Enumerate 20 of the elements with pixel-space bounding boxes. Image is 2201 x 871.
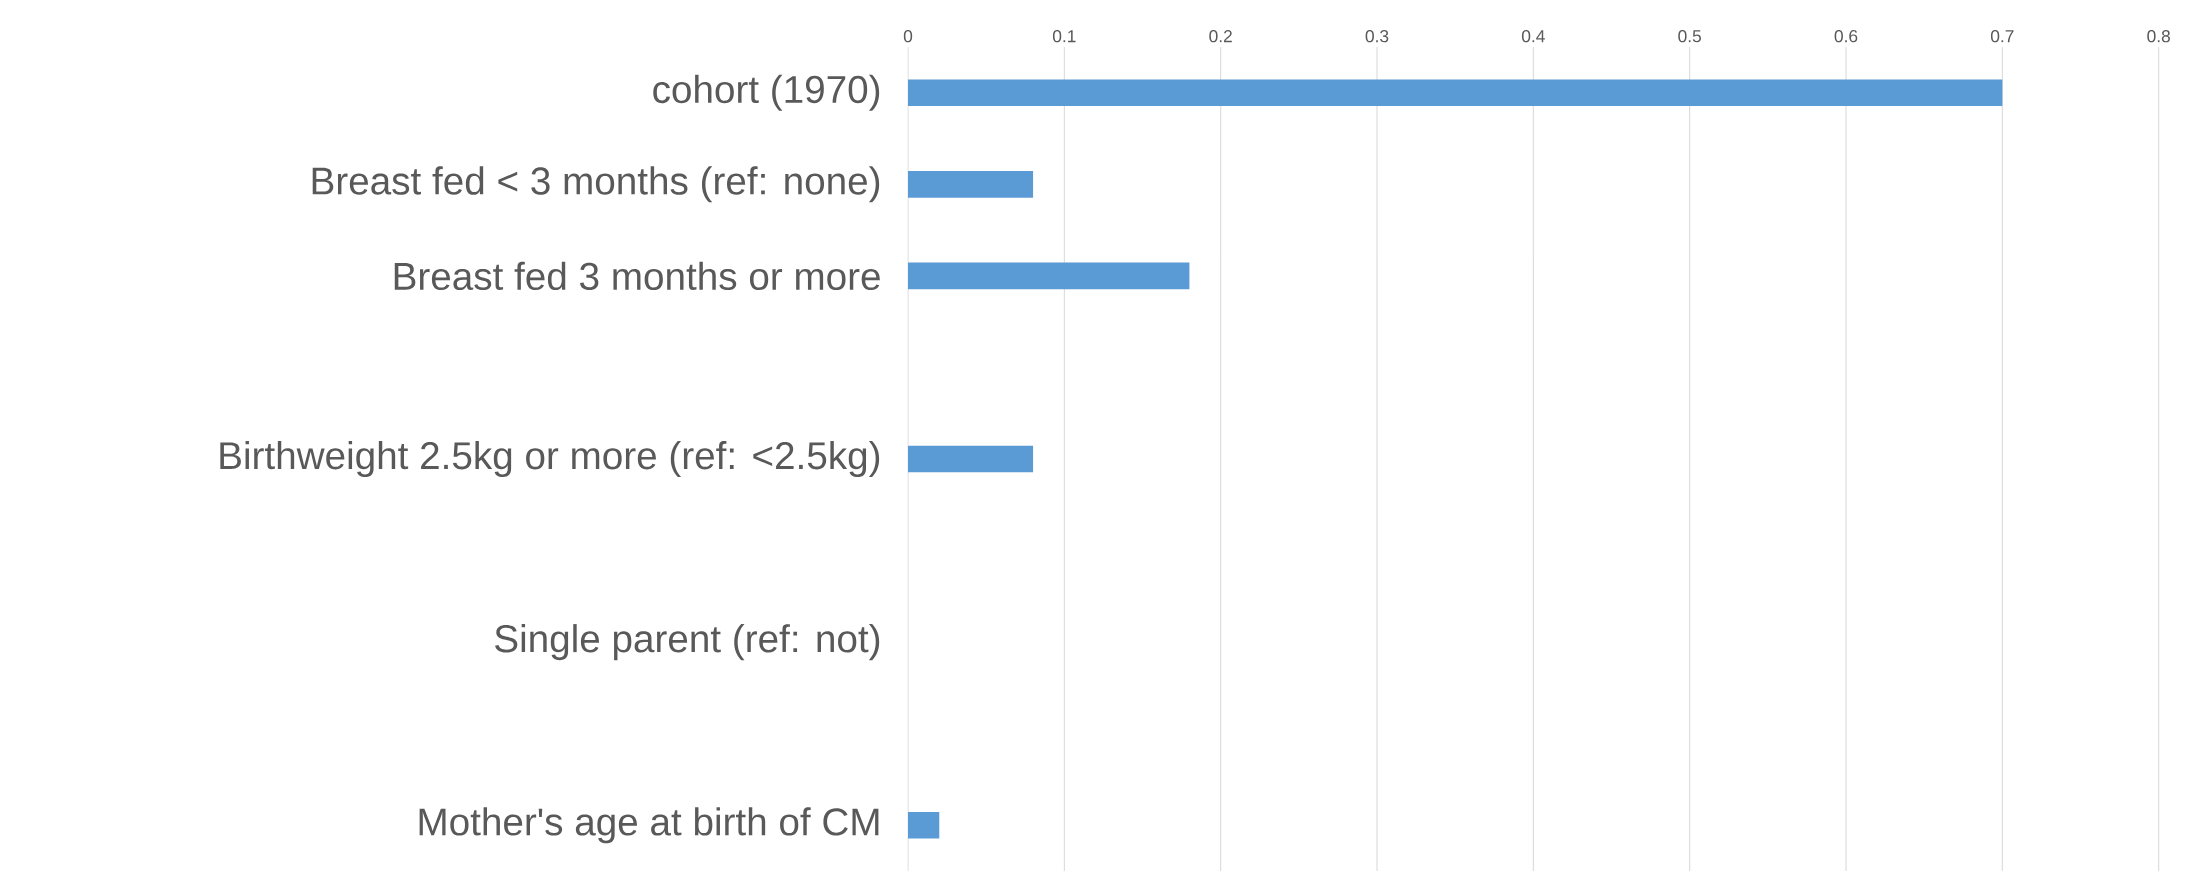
x-tick-label: 0.4 xyxy=(1521,30,1545,43)
bar xyxy=(908,262,1190,290)
y-tick-label: Breast fed < 3 months (ref: none) xyxy=(312,166,880,203)
x-tick-label: 0.5 xyxy=(1678,30,1701,43)
x-tick-label: 0.2 xyxy=(1209,30,1232,43)
bar xyxy=(908,811,940,839)
x-tick-label: 0 xyxy=(903,30,913,43)
x-tick-label: 0.1 xyxy=(1052,30,1076,43)
bar xyxy=(908,171,1034,198)
x-tick-label: 0.8 xyxy=(2147,30,2170,43)
x-tick-label: 0.3 xyxy=(1365,30,1389,43)
y-tick-label: Single parent (ref: not) xyxy=(495,624,880,661)
bar xyxy=(908,445,1034,473)
x-tick-label: 0.6 xyxy=(1834,30,1858,43)
x-tick-label: 0.7 xyxy=(1990,30,2014,43)
y-tick-label: cohort (1970) xyxy=(653,74,880,111)
y-tick-label: Birthweight 2.5kg or more (ref: <2.5kg) xyxy=(220,440,880,478)
bar xyxy=(908,79,2003,107)
y-tick-label: Mother's age at birth of CM xyxy=(419,807,879,844)
y-tick-label: Breast fed 3 months or more xyxy=(394,261,880,291)
